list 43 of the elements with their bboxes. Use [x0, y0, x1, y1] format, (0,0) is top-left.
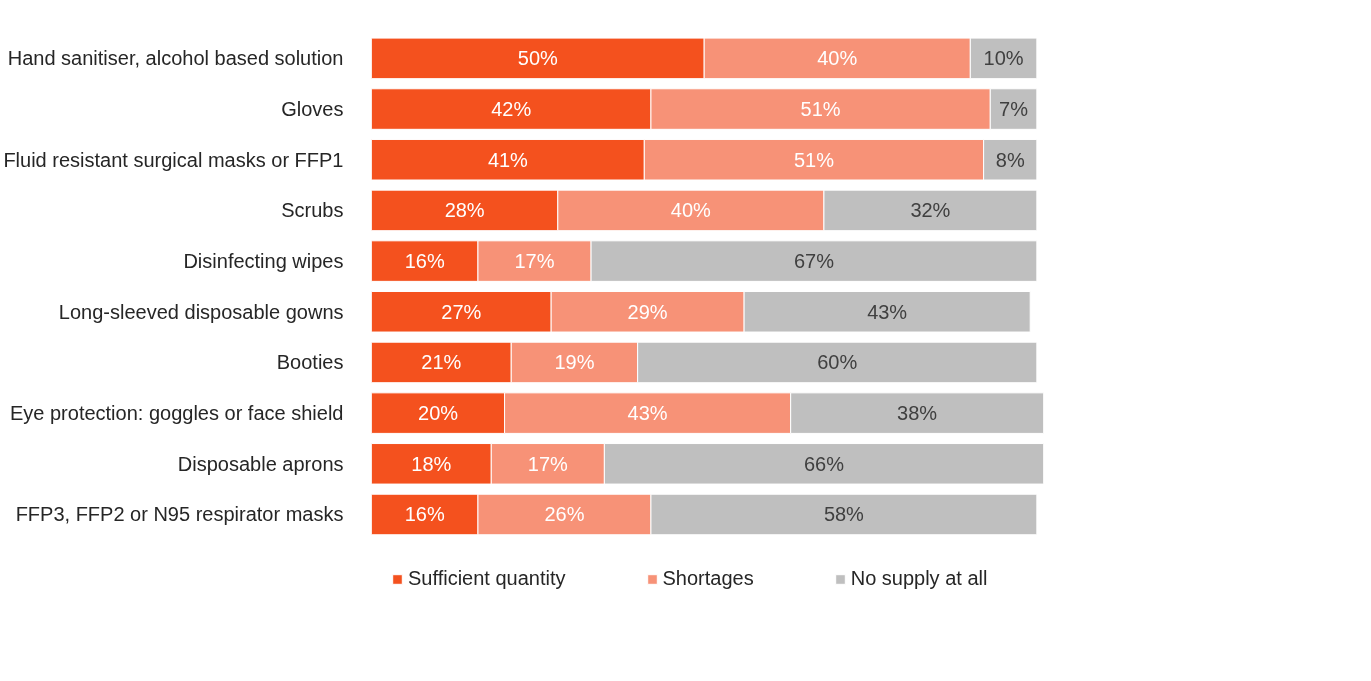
data-label: 51% — [800, 98, 841, 121]
y-tick-label: Hand sanitiser, alcohol based solution — [7, 47, 344, 70]
legend-label: No supply at all — [850, 567, 988, 590]
data-label: 8% — [995, 148, 1025, 171]
data-label: 67% — [793, 250, 835, 273]
legend-label: Shortages — [662, 567, 754, 590]
data-label: 16% — [404, 250, 445, 273]
data-label: 32% — [910, 199, 951, 222]
data-label: 38% — [897, 402, 938, 425]
data-label: 43% — [627, 402, 668, 425]
data-label: 40% — [670, 199, 712, 222]
y-tick-label: Booties — [276, 351, 344, 374]
data-label: 17% — [514, 250, 555, 273]
data-label: 16% — [404, 503, 445, 526]
data-label: 26% — [544, 503, 585, 526]
data-label: 20% — [418, 402, 459, 425]
data-label: 40% — [817, 47, 858, 70]
data-label: 19% — [554, 351, 595, 374]
data-label: 41% — [487, 148, 529, 171]
data-label: 58% — [823, 503, 865, 526]
data-label: 60% — [817, 351, 858, 374]
data-label: 18% — [411, 452, 452, 475]
y-tick-label: Scrubs — [281, 199, 344, 222]
y-tick-label: Long-sleeved disposable gowns — [58, 300, 344, 323]
y-tick-label: Fluid resistant surgical masks or FFP1 — [3, 148, 344, 171]
data-label: 29% — [627, 300, 668, 323]
y-tick-label: Eye protection: goggles or face shield — [9, 402, 344, 425]
data-label: 66% — [803, 452, 845, 475]
data-label: 28% — [444, 199, 485, 222]
legend-label: Sufficient quantity — [408, 567, 566, 590]
data-label: 42% — [491, 98, 532, 121]
data-label: 21% — [421, 351, 462, 374]
data-label: 27% — [441, 300, 482, 323]
data-label: 43% — [867, 300, 908, 323]
data-label: 10% — [983, 47, 1024, 70]
data-label: 17% — [527, 452, 569, 475]
data-label: 7% — [999, 98, 1029, 121]
data-label: 50% — [517, 47, 559, 70]
y-tick-label: Gloves — [281, 98, 344, 121]
y-tick-label: Disinfecting wipes — [183, 250, 344, 273]
data-label: 51% — [793, 148, 835, 171]
y-tick-label: Disposable aprons — [177, 452, 344, 475]
y-tick-label: FFP3, FFP2 or N95 respirator masks — [15, 503, 344, 526]
